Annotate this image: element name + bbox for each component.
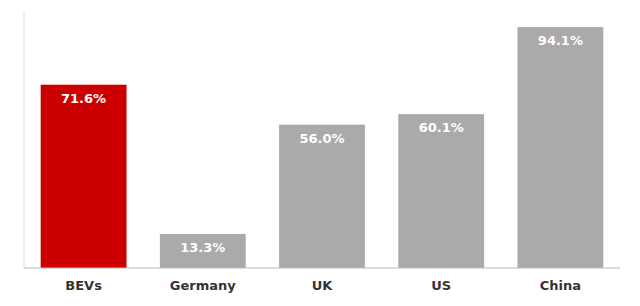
data-label: 60.1% [419,120,464,135]
data-label: 56.0% [299,131,344,146]
y-axis-line [24,12,25,268]
x-axis-line [24,268,620,269]
data-label: 13.3% [180,240,225,255]
x-tick-label: China [540,278,581,293]
x-tick-label: Germany [170,278,236,293]
bar [517,27,603,268]
bar [398,114,484,268]
x-tick-label: BEVs [65,278,102,293]
bar [41,85,127,268]
x-tick-label: US [431,278,451,293]
data-label: 71.6% [61,91,106,106]
bars [41,27,604,268]
bar [279,125,365,268]
data-label: 94.1% [538,33,583,48]
bar [160,234,246,268]
chart-container: 71.6% BEVs 13.3% Germany 56.0% UK 60.1% US 94.1%… [0,0,640,306]
chart: 71.6% BEVs 13.3% Germany 56.0% UK 60.1% US 94.1%… [0,0,640,306]
x-tick-label: UK [312,278,334,293]
